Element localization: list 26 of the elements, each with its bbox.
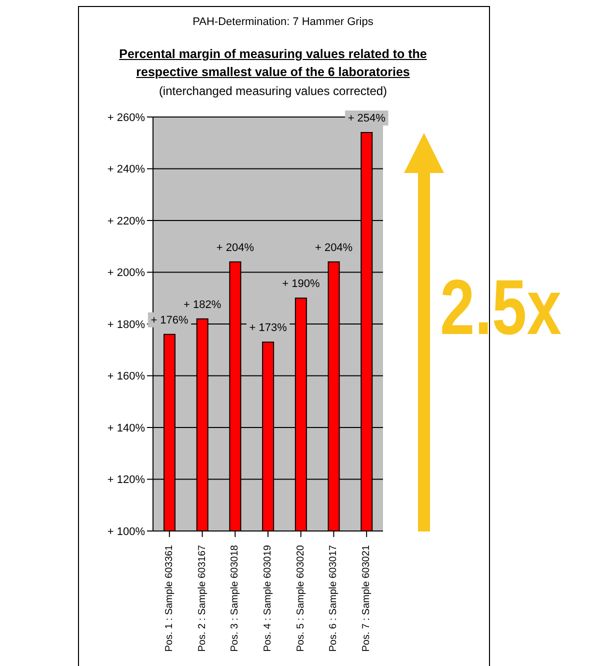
data-label: + 190% bbox=[282, 278, 320, 290]
y-tick-label: + 220% bbox=[107, 215, 146, 228]
data-label: + 173% bbox=[249, 322, 288, 334]
y-tick-label: + 120% bbox=[107, 474, 146, 486]
data-label: + 176% bbox=[150, 314, 189, 326]
x-tick-label: Pos. 4 : Sample 603019 bbox=[262, 544, 274, 652]
y-tick-label: + 100% bbox=[107, 526, 146, 538]
y-tick-label: + 240% bbox=[107, 164, 146, 176]
x-tick-label: Pos. 1 : Sample 603361 bbox=[164, 544, 175, 652]
text: (interchanged measuring values corrected) bbox=[158, 84, 388, 98]
x-tick-label: Pos. 7 : Sample 603021 bbox=[361, 544, 372, 652]
x-tick-label: Pos. 6 : Sample 603017 bbox=[328, 544, 340, 652]
y-tick-label: + 200% bbox=[107, 267, 146, 280]
y-tick-label: + 260% bbox=[107, 112, 146, 124]
y-tick-label: + 180% bbox=[107, 318, 146, 331]
data-label: + 182% bbox=[184, 298, 222, 311]
y-tick-label: + 140% bbox=[107, 422, 146, 434]
data-label: + 204% bbox=[216, 242, 254, 254]
x-tick-label: Pos. 5 : Sample 603020 bbox=[295, 544, 306, 652]
data-label: + 204% bbox=[314, 242, 353, 254]
data-label: + 254% bbox=[348, 112, 386, 125]
y-tick-label: + 160% bbox=[107, 370, 146, 383]
chart-subtitle: Percental margin of measuring values related to the respective smallest value of the 6 laboratories bbox=[118, 46, 428, 81]
x-tick-label: Pos. 3 : Sample 603018 bbox=[230, 544, 241, 652]
chart-title: PAH-Determination: 7 Hammer Grips bbox=[192, 16, 374, 28]
x-tick-label: Pos. 2 : Sample 603167 bbox=[196, 544, 208, 652]
